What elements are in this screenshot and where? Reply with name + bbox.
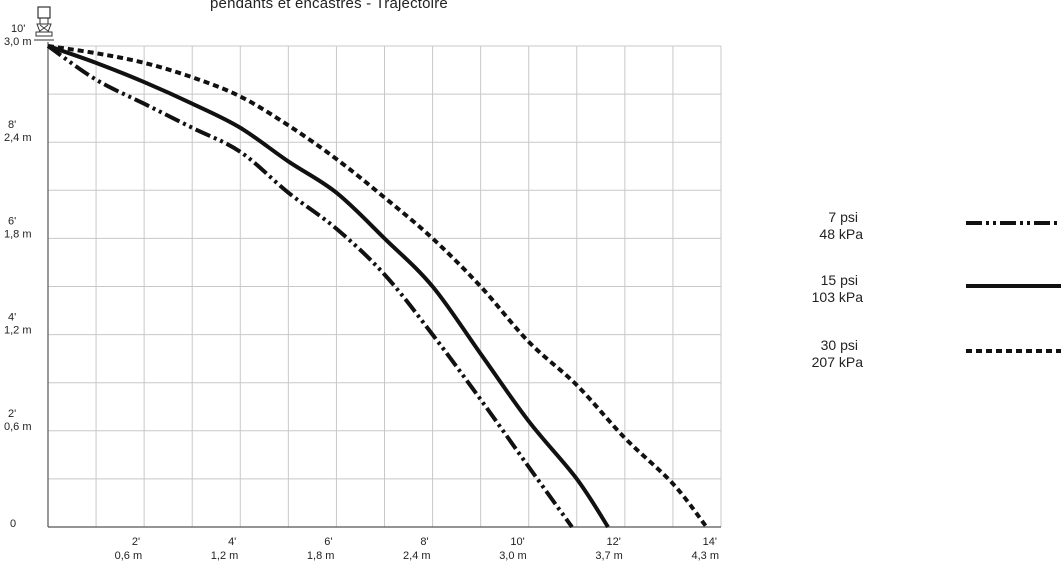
chart-grid [48, 45, 722, 527]
y-tick-label-m: 2,4 m [4, 132, 32, 144]
series-line-1 [46, 44, 574, 529]
y-tick-label-m: 3,0 m [4, 36, 32, 48]
x-tick-label-ft: 10' [510, 536, 524, 548]
chart-series [46, 44, 709, 529]
x-axis-ticks: 2' 0,6 m 4' 1,2 m 6' 1,8 m 8' 2,4 m 10' 3,0 m 12' 3… [115, 536, 719, 562]
x-tick-label-ft: 14' [703, 536, 717, 548]
legend-label: 7 psi [828, 209, 858, 225]
y-tick-label-ft: 8' [8, 119, 16, 131]
y-tick-label-ft: 2' [8, 408, 16, 420]
legend-sublabel: 48 kPa [819, 226, 863, 242]
legend-label: 15 psi [821, 272, 858, 288]
x-tick-label-m: 1,8 m [307, 550, 335, 562]
x-tick-label-ft: 12' [607, 536, 621, 548]
x-tick-label-m: 4,3 m [691, 550, 719, 562]
y-tick-label-m: 1,8 m [4, 228, 32, 240]
y-tick-label-ft: 10' [11, 23, 25, 35]
chart-axes [47, 42, 721, 528]
y-axis-ticks: 0 2'0,6 m 4'1,2 m 6'1,8 m 8'2,4 m 10'3,0 m [4, 23, 32, 530]
sprinkler-head-icon [34, 6, 54, 41]
y-tick-label-ft: 0 [10, 518, 16, 530]
x-tick-label-ft: 6' [324, 536, 332, 548]
legend-label: 30 psi [821, 337, 858, 353]
y-tick-label-ft: 4' [8, 312, 16, 324]
y-tick-label-ft: 6' [8, 215, 16, 227]
legend-sublabel: 207 kPa [812, 354, 864, 370]
x-tick-label-m: 3,0 m [499, 550, 527, 562]
x-tick-label-ft: 8' [420, 536, 428, 548]
y-tick-label-m: 1,2 m [4, 325, 32, 337]
series-line-2 [47, 44, 610, 529]
x-tick-label-m: 2,4 m [403, 550, 431, 562]
x-tick-label-m: 1,2 m [211, 550, 239, 562]
x-tick-label-m: 3,7 m [595, 550, 623, 562]
x-tick-label-m: 0,6 m [115, 550, 143, 562]
x-tick-label-ft: 2' [132, 536, 140, 548]
chart-title: pendants et encastrés - Trajectoire [210, 0, 448, 12]
x-tick-label-ft: 4' [228, 536, 236, 548]
y-tick-label-m: 0,6 m [4, 421, 32, 433]
legend-sublabel: 103 kPa [812, 289, 864, 305]
